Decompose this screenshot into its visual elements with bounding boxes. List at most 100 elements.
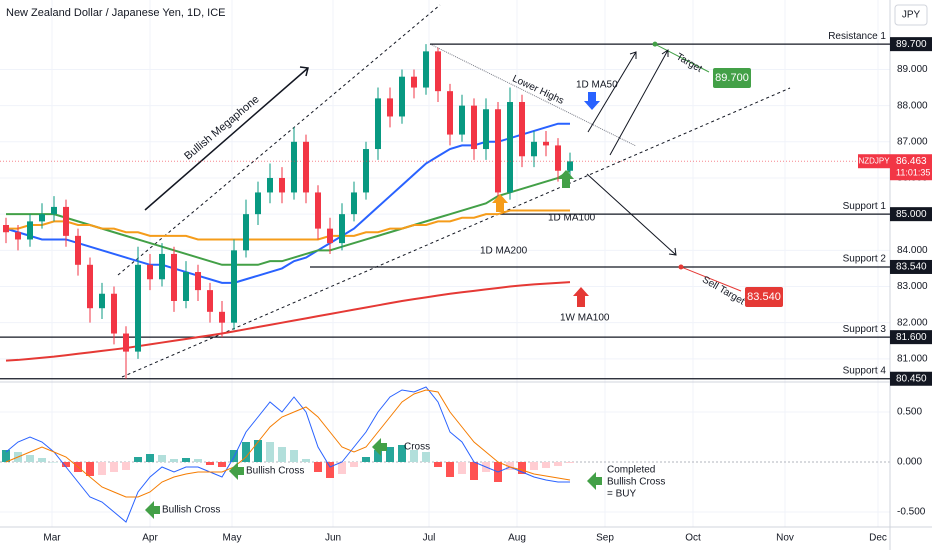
- ma-line: [5, 281, 571, 362]
- histogram-bar: [122, 462, 130, 470]
- candle-body: [291, 141, 297, 193]
- level-tag: [890, 330, 932, 345]
- candle-body: [51, 206, 57, 215]
- histogram-bar: [206, 462, 214, 465]
- target-dot: [678, 264, 684, 270]
- level-tag-label: 85.000: [896, 209, 927, 220]
- currency-box[interactable]: [894, 4, 928, 26]
- candle-body: [375, 98, 381, 150]
- chart-title: New Zealand Dollar / Japanese Yen, 1D, I…: [6, 7, 226, 19]
- candle-body: [411, 76, 417, 88]
- y-tick-label: 88.000: [897, 100, 928, 111]
- target-line: [680, 266, 742, 292]
- candle-body: [255, 192, 261, 215]
- symbol-tag: [858, 154, 890, 169]
- y-tick-label: 83.000: [897, 281, 928, 292]
- macd-line: [5, 386, 570, 523]
- candle-body: [483, 109, 489, 150]
- candle-body: [531, 141, 537, 157]
- histogram-bar: [158, 455, 166, 462]
- annotation: Bullish Cross: [246, 466, 304, 477]
- candle-body: [171, 253, 177, 301]
- ma-label: 1D MA100: [548, 213, 596, 224]
- histogram-bar: [182, 458, 190, 462]
- candle-body: [87, 264, 93, 309]
- candle-body: [27, 221, 33, 240]
- candle-body: [507, 102, 513, 193]
- cross-arrow: [229, 462, 244, 480]
- x-tick-label: Jul: [423, 533, 436, 544]
- candle-body: [339, 214, 345, 244]
- x-tick-label: Apr: [142, 533, 158, 544]
- candle-body: [15, 232, 21, 240]
- histogram-bar: [338, 462, 346, 474]
- level-tag: [890, 259, 932, 274]
- candle-body: [435, 51, 441, 92]
- annotation: = BUY: [607, 489, 637, 500]
- histogram-bar: [506, 462, 514, 470]
- histogram-bar: [26, 455, 34, 462]
- histogram-bar: [434, 462, 442, 467]
- x-tick-label: Oct: [685, 533, 701, 544]
- level-tag-label: 83.540: [896, 262, 927, 273]
- target-box: [745, 287, 783, 307]
- y-tick-label: 82.000: [897, 317, 928, 328]
- histogram-bar: [194, 459, 202, 462]
- level-name: Support 4: [843, 365, 887, 376]
- y-tick-label: 84.000: [897, 245, 928, 256]
- ma200-arrow: [492, 194, 508, 212]
- x-tick-label: Sep: [596, 533, 614, 544]
- level-name: Support 3: [843, 324, 887, 335]
- target-dot: [652, 41, 658, 47]
- candle-body: [423, 51, 429, 88]
- candle-body: [183, 272, 189, 301]
- arrow-head: [299, 66, 309, 77]
- histogram-bar: [254, 440, 262, 462]
- histogram-bar: [362, 457, 370, 462]
- ma-label: 1D MA200: [480, 246, 528, 257]
- candle-body: [387, 98, 393, 117]
- histogram-bar: [314, 462, 322, 472]
- candle-body: [243, 214, 249, 251]
- histogram-bar: [278, 447, 286, 462]
- level-tag: [890, 37, 932, 52]
- candle-body: [231, 250, 237, 323]
- histogram-bar: [170, 459, 178, 462]
- target-label: 83.540: [747, 291, 781, 303]
- y-tick-label: 0.500: [897, 407, 922, 418]
- signal-line: [5, 389, 571, 498]
- y-tick-label: 0.000: [897, 457, 922, 468]
- megaphone-upper: [117, 4, 441, 276]
- histogram-bar: [146, 454, 154, 462]
- annotation: Bullish Cross: [607, 477, 665, 488]
- currency[interactable]: JPY: [902, 10, 921, 21]
- cross-arrow: [145, 501, 160, 519]
- target-line: [654, 43, 710, 73]
- candle-body: [219, 311, 225, 323]
- histogram-bar: [530, 462, 538, 470]
- x-tick-label: May: [223, 533, 242, 544]
- ma-label: 1W MA100: [560, 313, 610, 324]
- histogram-bar: [386, 447, 394, 462]
- ma100-arrow: [558, 170, 574, 188]
- cross-arrow: [587, 472, 602, 490]
- histogram-bar: [86, 462, 94, 476]
- candle-body: [279, 177, 285, 193]
- level-tag: [890, 371, 932, 386]
- candle-body: [459, 105, 465, 135]
- x-tick-label: Dec: [869, 533, 887, 544]
- histogram-bar: [446, 462, 454, 477]
- annotation: Completed: [607, 465, 655, 476]
- histogram-bar: [374, 450, 382, 462]
- candle-body: [135, 264, 141, 352]
- candle-body: [99, 293, 105, 309]
- histogram-bar: [398, 445, 406, 462]
- candle-body: [123, 333, 129, 352]
- candle-body: [363, 149, 369, 193]
- level-tag-label: 89.700: [896, 39, 927, 50]
- ma-line: [6, 209, 570, 241]
- y-tick-label: 89.000: [897, 64, 928, 75]
- projection-arrow: [609, 49, 669, 156]
